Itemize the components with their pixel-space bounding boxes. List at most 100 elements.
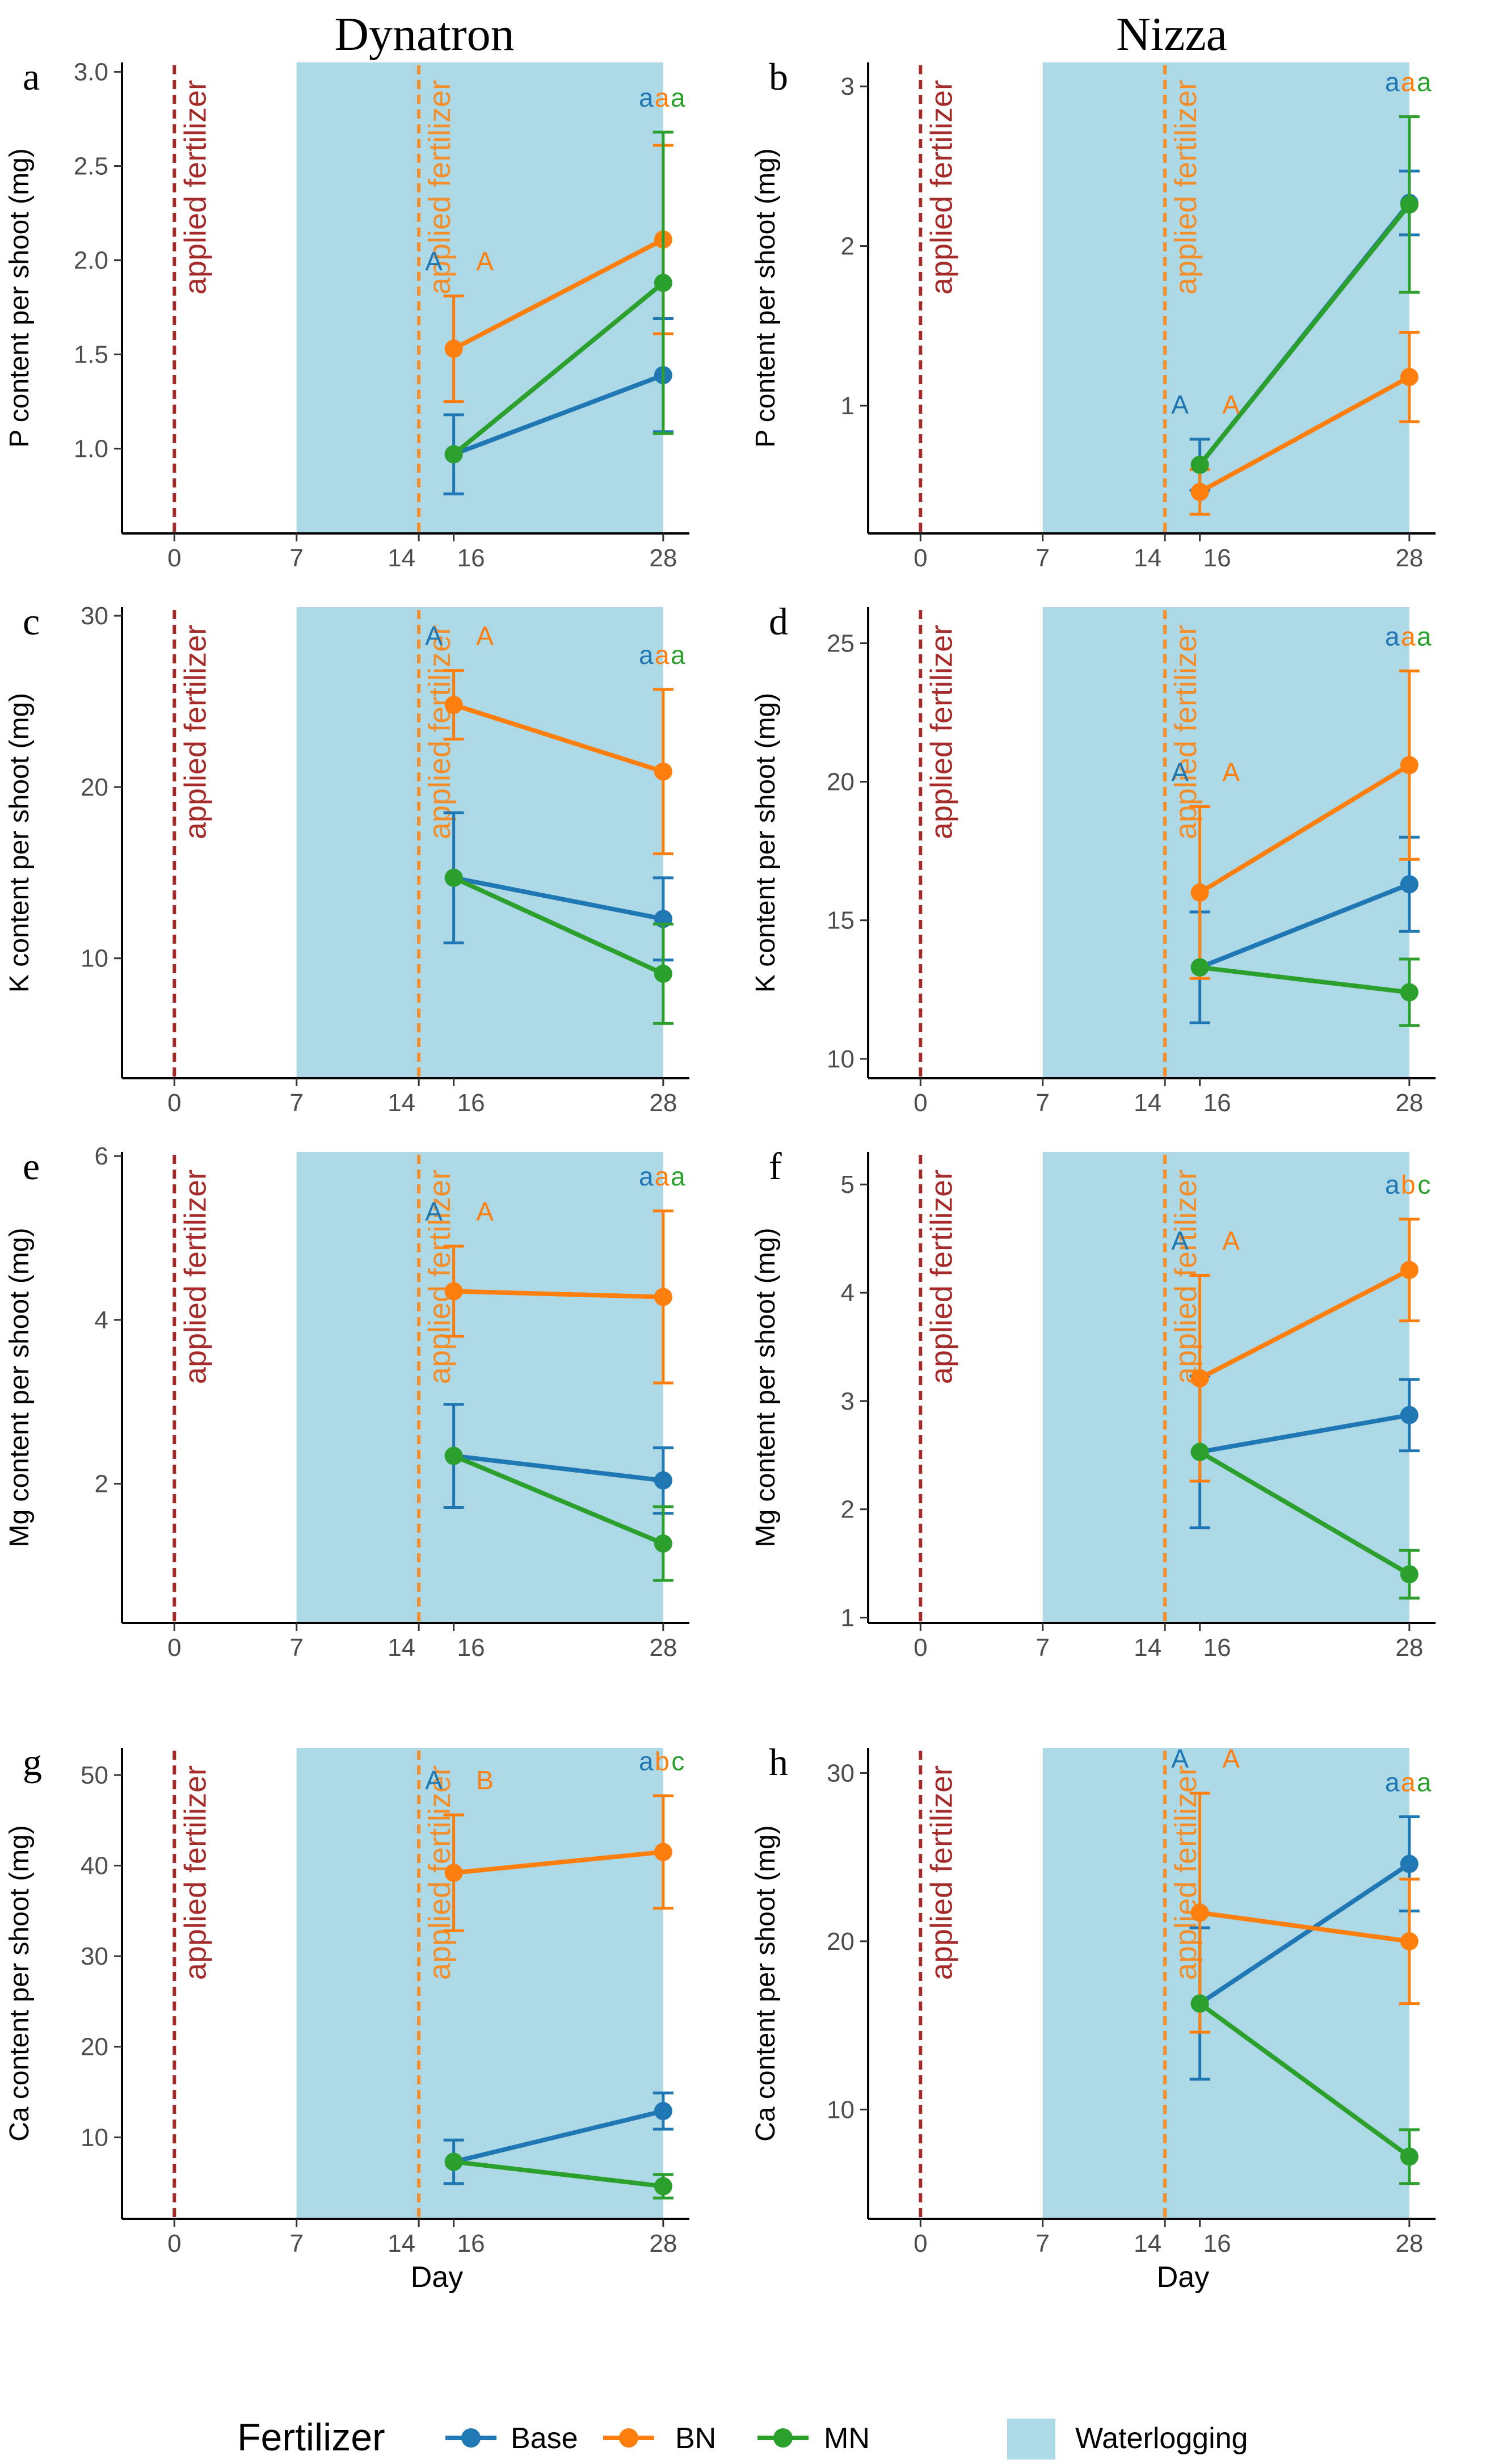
waterlogging-band <box>1042 1748 1409 2219</box>
x-tick-label: 0 <box>167 544 181 572</box>
x-tick-label: 7 <box>1036 2230 1049 2257</box>
significance-letter-day16-base: A <box>1171 390 1189 419</box>
waterlogging-band <box>1042 1152 1409 1623</box>
x-tick-label: 0 <box>914 1089 927 1117</box>
fertilizer-label: applied fertilizer <box>178 80 212 295</box>
x-tick-label: 7 <box>289 544 303 572</box>
data-point-bn <box>1400 1932 1419 1950</box>
series-line-bn <box>452 237 664 351</box>
series-line-base <box>453 2109 664 2164</box>
waterlogging-band <box>296 1152 663 1623</box>
data-point-mn <box>1400 983 1419 1002</box>
column-title-dynatron: Dynatron <box>334 8 514 61</box>
y-tick-label: 2.0 <box>74 247 108 275</box>
x-tick-label: 14 <box>388 544 415 572</box>
y-tick-label: 15 <box>827 907 855 935</box>
y-tick-label: 5 <box>841 1171 855 1199</box>
x-tick-label: 7 <box>1036 544 1049 572</box>
y-tick-label: 4 <box>841 1279 855 1307</box>
panel-d: d applied fertilizer applied fertilizer 10 1… <box>751 600 1436 1117</box>
y-tick-label: 25 <box>827 629 855 657</box>
waterlogging-band <box>296 1748 663 2219</box>
series-line-mn <box>1198 203 1411 466</box>
series-line-base <box>453 373 664 457</box>
y-tick-label: 1.0 <box>74 435 108 463</box>
y-axis-label: Mg content per shoot (mg) <box>5 1228 35 1548</box>
x-tick-label: 28 <box>1395 1634 1423 1662</box>
x-axis-label: Day <box>1157 2261 1209 2294</box>
panel-b: b applied fertilizer applied fertilizer 1 2 3… <box>751 55 1436 572</box>
data-point-base <box>654 1471 672 1490</box>
significance-letter-day28-bn: a <box>1401 68 1416 97</box>
significance-letter-day28-mn: a <box>1417 68 1432 97</box>
x-tick-label: 0 <box>167 1634 181 1662</box>
x-tick-label: 14 <box>1134 544 1161 572</box>
y-axis-label: K content per shoot (mg) <box>751 693 781 993</box>
series-line-bn <box>1199 1910 1410 1944</box>
data-point-mn <box>444 445 463 464</box>
y-axis-label: K content per shoot (mg) <box>5 693 35 993</box>
series-line-bn <box>453 1849 664 1876</box>
fertilizer-label: applied fertilizer <box>423 80 457 295</box>
y-tick-label: 3 <box>841 73 855 100</box>
panels: a applied fertilizer applied fertilizer 1.0… <box>5 55 1436 2294</box>
fertilizer-label: applied fertilizer <box>924 80 958 295</box>
significance-letter-day28-bn: a <box>655 640 670 670</box>
y-tick-label: 20 <box>827 1928 855 1956</box>
significance-letter-day16-bn: A <box>1222 1744 1240 1773</box>
y-tick-label: 2 <box>95 1470 108 1498</box>
panel-e: e applied fertilizer applied fertilizer 2 4 6… <box>5 1142 689 1662</box>
x-tick-label: 7 <box>289 2230 303 2257</box>
data-point-mn <box>444 868 463 887</box>
data-point-mn <box>1190 1994 1209 2013</box>
waterlogging-band <box>296 607 663 1078</box>
fertilizer-label: applied fertilizer <box>423 1170 457 1384</box>
series-line-bn <box>1198 763 1411 895</box>
significance-letter-day28-base: a <box>639 1747 654 1776</box>
x-tick-label: 0 <box>914 1634 927 1662</box>
series-line-base <box>453 1453 664 1483</box>
x-tick-label: 28 <box>1395 544 1423 572</box>
data-point-bn <box>1400 1260 1419 1279</box>
legend-label-base: Base <box>511 2422 578 2455</box>
data-point-mn <box>1400 195 1419 214</box>
data-point-mn <box>654 274 672 292</box>
x-tick-label: 0 <box>167 2230 181 2257</box>
y-axis-label: P content per shoot (mg) <box>751 148 781 447</box>
legend: Fertilizer Base BN MN Waterlogging <box>237 2416 1248 2459</box>
significance-letter-day28-bn: b <box>655 1747 670 1776</box>
data-point-bn <box>654 1843 672 1861</box>
data-point-mn <box>1400 2147 1419 2166</box>
significance-letter-day16-bn: B <box>476 1765 494 1795</box>
x-tick-label: 28 <box>1395 2230 1423 2257</box>
x-tick-label: 16 <box>457 2230 485 2257</box>
series-line-mn <box>452 281 665 456</box>
y-tick-label: 2 <box>841 1496 855 1524</box>
significance-letter-day16-bn: A <box>1222 390 1240 419</box>
significance-letter-day28-base: a <box>1385 68 1400 97</box>
series-line-bn <box>1198 1268 1411 1381</box>
y-tick-label: 3 <box>841 1387 855 1415</box>
data-point-bn <box>444 1864 463 1882</box>
data-point-mn <box>444 2152 463 2171</box>
x-tick-label: 28 <box>649 1089 677 1117</box>
y-tick-label: 2 <box>841 233 855 260</box>
x-tick-label: 0 <box>914 2230 927 2257</box>
y-tick-label: 40 <box>81 1852 108 1880</box>
panel-h: h applied fertilizer applied fertilizer 10 2… <box>751 1740 1436 2294</box>
series-line-base <box>1198 1862 1411 2005</box>
panel-label-f: f <box>769 1145 782 1188</box>
x-tick-label: 16 <box>1203 2230 1231 2257</box>
data-point-bn <box>1190 1903 1209 1922</box>
y-tick-label: 2.5 <box>74 153 108 180</box>
significance-letter-day16-bn: A <box>476 1197 494 1226</box>
y-axis-label: Ca content per shoot (mg) <box>751 1825 781 2142</box>
y-axis-label: Ca content per shoot (mg) <box>5 1825 35 2142</box>
panel-label-a: a <box>23 55 40 98</box>
x-tick-label: 0 <box>914 544 927 572</box>
legend-label-bn: BN <box>675 2422 716 2455</box>
panel-label-g: g <box>23 1740 42 1784</box>
series-line-bn <box>1198 375 1411 494</box>
y-tick-label: 30 <box>827 1759 855 1787</box>
